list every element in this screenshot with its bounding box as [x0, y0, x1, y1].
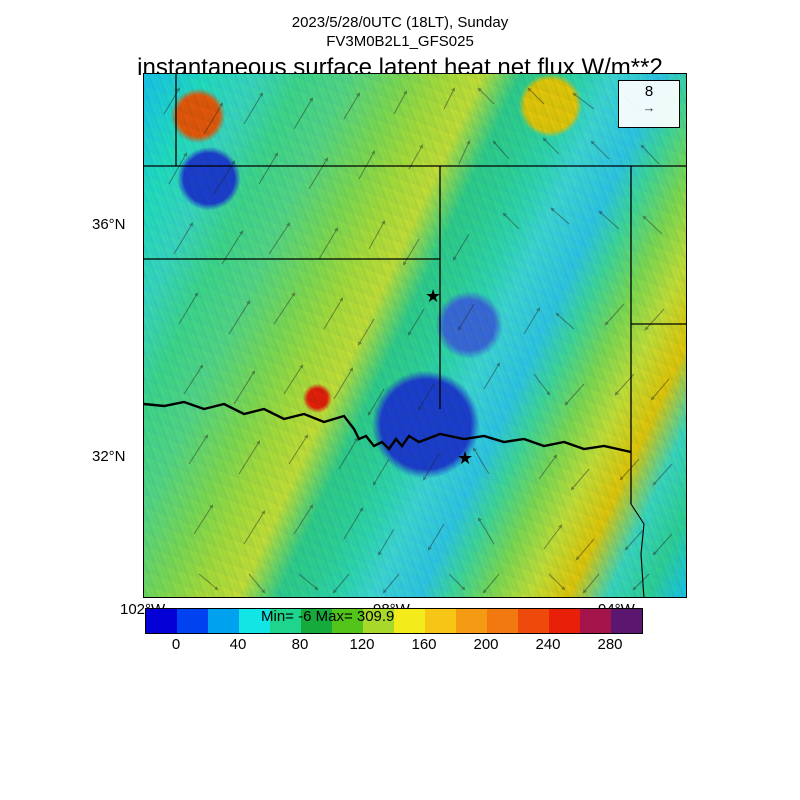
colorbar-block: Min= -6 Max= 309.9 0 40 80 120 160 20: [143, 608, 687, 654]
city-marker-1[interactable]: ★: [425, 287, 441, 305]
root-container: 2023/5/28/0UTC (18LT), Sunday FV3M0B2L1_…: [0, 0, 800, 800]
colorbar-swatch-0: [146, 609, 177, 633]
ytick-36N: 36°N: [92, 216, 126, 233]
flux-map[interactable]: ★ ★ 8 →: [143, 73, 687, 598]
colorbar-swatch-11: [487, 609, 518, 633]
colorbar-tick-6: 240: [535, 636, 560, 653]
colorbar-swatch-10: [456, 609, 487, 633]
colorbar-tick-2: 80: [292, 636, 309, 653]
title-block: 2023/5/28/0UTC (18LT), Sunday FV3M0B2L1_…: [0, 14, 800, 82]
colorbar-tick-3: 120: [349, 636, 374, 653]
colorbar-tick-7: 280: [597, 636, 622, 653]
colorbar-tick-0: 0: [172, 636, 180, 653]
wind-reference-legend: 8 →: [618, 80, 680, 128]
subtitle-model: FV3M0B2L1_GFS025: [0, 33, 800, 52]
subtitle-datetime: 2023/5/28/0UTC (18LT), Sunday: [0, 14, 800, 33]
colorbar-ticks: 0 40 80 120 160 200 240 280: [145, 634, 643, 654]
wind-reference-arrow-icon: →: [619, 100, 679, 115]
colorbar-swatch-2: [208, 609, 239, 633]
colorbar-tick-1: 40: [230, 636, 247, 653]
wind-reference-value: 8: [619, 83, 679, 100]
colorbar-tick-5: 200: [473, 636, 498, 653]
colorbar-minmax: Min= -6 Max= 309.9: [261, 608, 394, 625]
state-borders: [144, 74, 687, 598]
ytick-32N: 32°N: [92, 448, 126, 465]
colorbar-swatch-9: [425, 609, 456, 633]
colorbar-swatch-8: [394, 609, 425, 633]
colorbar-swatch-15: [611, 609, 642, 633]
colorbar-swatch-1: [177, 609, 208, 633]
colorbar-swatch-13: [549, 609, 580, 633]
colorbar-tick-4: 160: [411, 636, 436, 653]
colorbar-swatch-12: [518, 609, 549, 633]
city-marker-2[interactable]: ★: [457, 449, 473, 467]
colorbar-swatch-14: [580, 609, 611, 633]
